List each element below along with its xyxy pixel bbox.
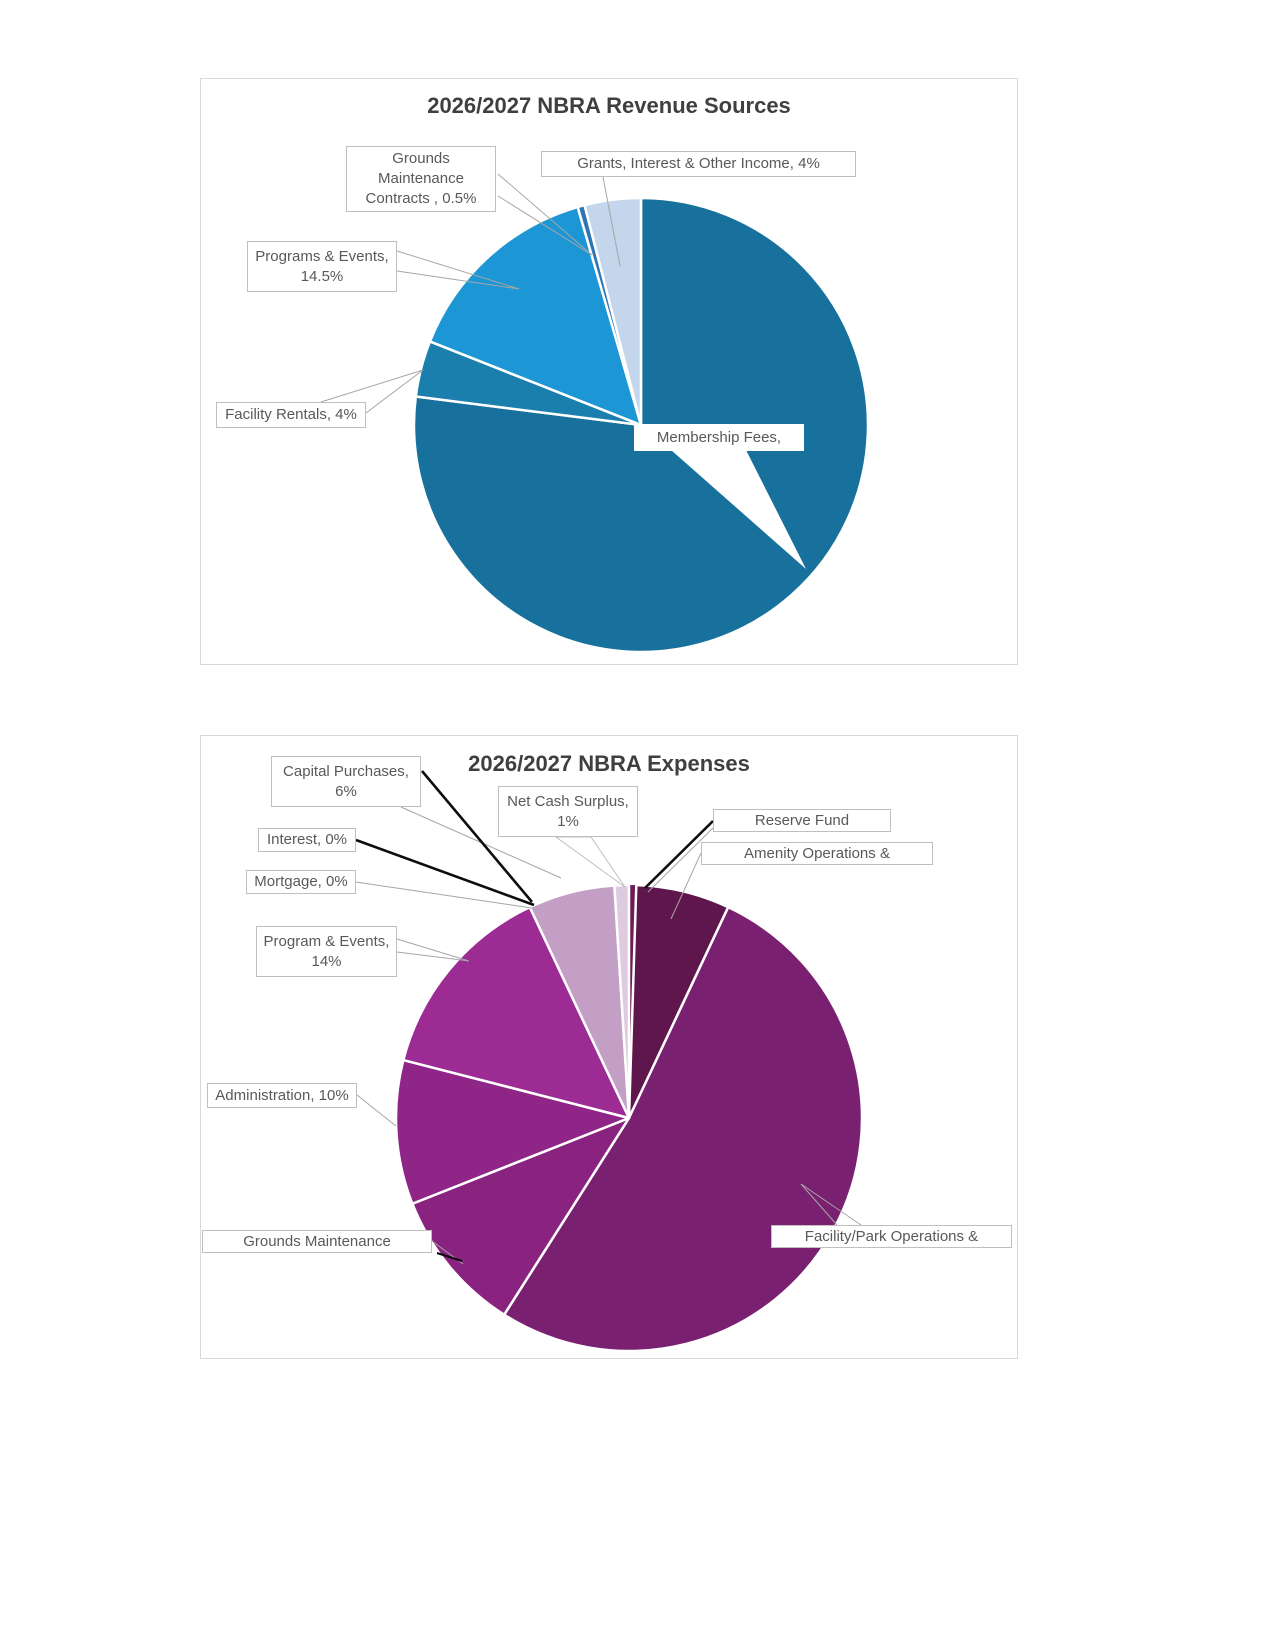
pie-label-programs_events: Programs & Events, 14.5% <box>247 241 397 292</box>
pie-label-text: Grants, Interest & Other Income, 4% <box>577 155 820 172</box>
leader-line <box>396 250 520 290</box>
pie-label-text: Grounds <box>392 150 450 167</box>
expenses-chart-title: 2026/2027 NBRA Expenses <box>468 751 750 776</box>
pie-label-text: Administration, 10% <box>215 1086 349 1104</box>
pie-label-text: Amenity Operations & <box>744 844 890 862</box>
leader-line <box>602 176 621 267</box>
pie-label-text: 1% <box>557 812 579 830</box>
pie-label-mortgage: Mortgage, 0% <box>246 870 356 894</box>
pie-label-text: Grounds Maintenance <box>243 1232 391 1250</box>
pie-slice-administration <box>394 1058 631 1206</box>
pie-slice-membership <box>412 196 870 654</box>
pie-label-grounds_maintenance: Grounds Maintenance <box>202 1230 432 1253</box>
callout-pointer <box>554 836 626 888</box>
pie-label-text: 6% <box>335 782 357 800</box>
pie-label-text: Facility/Park Operations & <box>804 1227 979 1245</box>
pie-label-text: Capital Purchases, <box>283 762 409 780</box>
leader-line <box>647 827 714 893</box>
pie-label-administration: Administration, 10% <box>207 1083 357 1108</box>
pie-label-grounds_maintenance_contracts: Grounds Maintenance Contracts , 0.5% <box>346 146 496 212</box>
revenue-pie-chart: 2026/2027 NBRA Revenue Sources Membershi… <box>200 78 1018 665</box>
pie-label-reserve_fund: Reserve Fund <box>713 809 891 832</box>
pie-slice-grants_interest_other <box>583 196 643 427</box>
revenue-pie-graphic <box>320 173 870 654</box>
leader-line <box>396 938 470 962</box>
leader-line <box>436 1251 463 1263</box>
leader-line <box>320 369 424 403</box>
pie-label-text: Reserve Fund <box>754 811 850 829</box>
leader-line <box>421 770 533 903</box>
leader-line <box>355 838 535 907</box>
leader-line <box>396 270 520 290</box>
leader-line <box>497 195 593 256</box>
leader-line <box>396 951 470 962</box>
pie-label-text: Membership Fees, <box>656 428 782 446</box>
pie-label-text: Net Cash Surplus, <box>507 792 629 810</box>
pie-label-facility_park_operations: Facility/Park Operations & <box>771 1225 1012 1248</box>
revenue-chart-title: 2026/2027 NBRA Revenue Sources <box>427 93 791 118</box>
pie-label-text: Contracts , 0.5% <box>365 190 477 207</box>
expenses-pie-chart: 2026/2027 NBRA Expenses Reserve Fund Amen… <box>200 735 1018 1359</box>
leader-line <box>644 820 714 889</box>
pie-label-amenity_operations: Amenity Operations & <box>701 842 933 865</box>
pie-label-program_events: Program & Events, 14% <box>256 926 397 977</box>
pie-label-net_cash_surplus: Net Cash Surplus, 1% <box>498 786 638 837</box>
leader-line <box>800 1183 862 1226</box>
pie-label-membership: Membership Fees, <box>634 424 804 451</box>
pie-label-text: Maintenance <box>378 170 464 187</box>
pie-label-text: Programs & Events, <box>255 247 389 265</box>
pie-label-text: 14.5% <box>300 267 344 285</box>
pie-slice-programs_events <box>428 205 643 427</box>
pie-label-text: Facility Rentals, 4% <box>225 406 357 423</box>
leader-line <box>497 173 593 256</box>
callout-pointer <box>671 450 806 569</box>
pie-label-text: Program & Events, <box>263 932 390 950</box>
leader-line <box>355 881 533 909</box>
pie-label-text: Interest, 0% <box>266 831 348 848</box>
pie-label-text: Mortgage, 0% <box>254 873 348 890</box>
pie-label-text: 14% <box>311 952 342 970</box>
pie-label-capital_purchases: Capital Purchases, 6% <box>271 756 421 807</box>
pie-slice-grounds_maintenance <box>411 1116 631 1316</box>
leader-line <box>356 1094 397 1127</box>
leader-line <box>670 852 702 920</box>
leader-line <box>800 1183 838 1226</box>
pie-label-facility_rentals: Facility Rentals, 4% <box>216 402 366 428</box>
leader-line <box>365 369 424 414</box>
pie-label-grants_interest_other: Grants, Interest & Other Income, 4% <box>541 151 856 177</box>
pie-label-interest: Interest, 0% <box>258 828 356 852</box>
